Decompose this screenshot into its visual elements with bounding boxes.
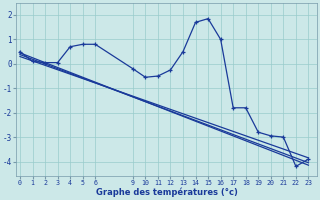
X-axis label: Graphe des températures (°c): Graphe des températures (°c)	[96, 188, 238, 197]
